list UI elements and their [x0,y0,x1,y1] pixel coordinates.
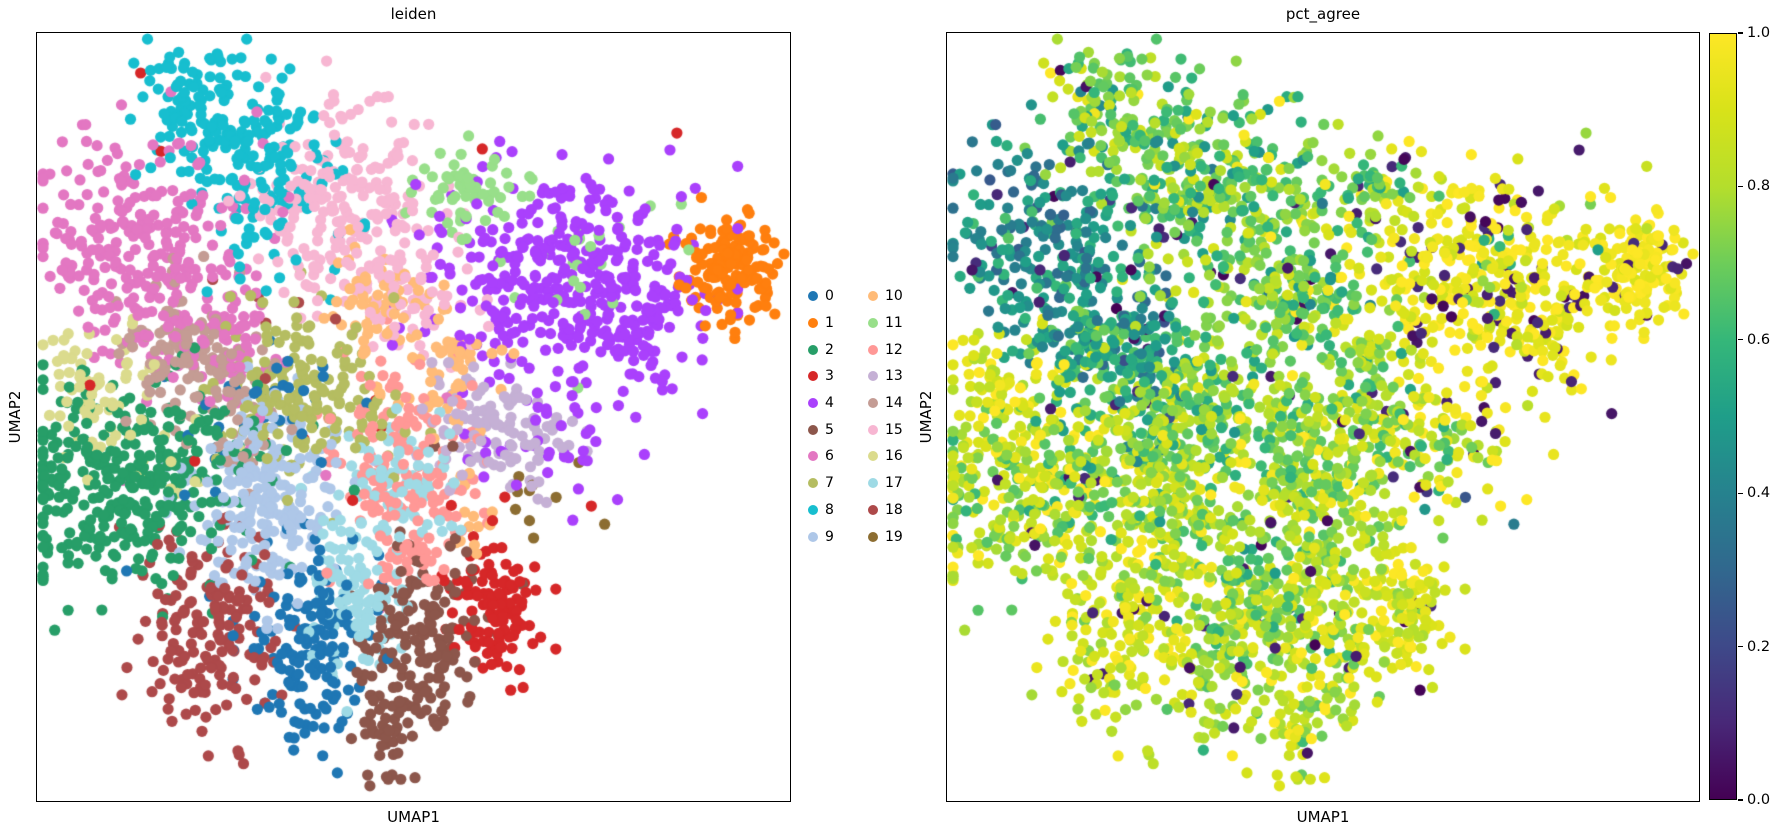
legend-dot-icon [868,424,878,435]
legend-dot-icon [868,398,878,409]
legend-entry-15: 15 [868,416,920,443]
legend-entry-18: 18 [868,497,920,524]
legend-entry-6: 6 [808,443,860,470]
leiden-plot-area [36,32,791,802]
legend-dot-icon [868,318,878,329]
pct-agree-panel-title: pct_agree [1285,5,1361,23]
legend-dot-icon [868,344,878,355]
legend-dot-icon [868,531,878,542]
legend-entry-12: 12 [868,336,920,363]
colorbar-tickmark [1738,799,1743,801]
pct-agree-colorbar: 1.0 0.8 0.6 0.4 0.2 0.0 [1709,25,1785,808]
leiden-scatter-canvas [37,33,790,801]
legend-dot-icon [808,398,818,409]
legend-entry-5: 5 [808,416,860,443]
colorbar-ticklabel: 0.8 [1747,178,1771,195]
legend-label: 15 [885,421,903,438]
legend-label: 0 [825,288,834,305]
legend-label: 9 [825,528,834,545]
legend-entry-1: 1 [808,310,860,337]
colorbar-tickmark [1738,339,1743,341]
legend-dot-icon [868,451,878,462]
leiden-xaxis-label: UMAP1 [387,808,440,826]
legend-dot-icon [868,504,878,515]
colorbar-ticklabel: 0.6 [1747,331,1771,348]
colorbar-tickmark [1738,185,1743,188]
colorbar-tickmark [1738,492,1743,494]
colorbar-ticklabel: 1.0 [1747,25,1771,41]
legend-dot-icon [808,451,818,462]
legend-label: 14 [885,395,903,412]
legend-entry-17: 17 [868,470,920,497]
leiden-yaxis-label: UMAP2 [6,390,24,444]
legend-entry-13: 13 [868,363,920,390]
legend-dot-icon [868,478,878,489]
legend-label: 5 [825,421,834,438]
leiden-panel-title: leiden [390,5,437,23]
pct-agree-scatter-canvas [947,33,1699,801]
legend-entry-4: 4 [808,390,860,417]
legend-entry-14: 14 [868,390,920,417]
legend-label: 18 [885,501,903,518]
legend-entry-3: 3 [808,363,860,390]
legend-entry-0: 0 [808,283,860,310]
legend-column: 0 1 2 3 4 5 6 7 8 9 [808,283,860,550]
colorbar-ticklabel: 0.2 [1747,638,1771,655]
legend-label: 6 [825,448,834,465]
legend-entry-11: 11 [868,310,920,337]
legend-label: 16 [885,448,903,465]
legend-entry-8: 8 [808,497,860,524]
legend-column: 10 11 12 13 14 15 16 17 18 19 [868,283,920,550]
legend-label: 12 [885,341,903,358]
colorbar-tickmark [1738,32,1743,34]
legend-label: 7 [825,475,834,492]
colorbar-ticklabel: 0.4 [1747,485,1771,502]
colorbar-gradient [1709,33,1737,800]
legend-entry-7: 7 [808,470,860,497]
pct-agree-xaxis-label: UMAP1 [1296,808,1350,826]
colorbar-tickmark [1738,645,1743,648]
legend-label: 13 [885,368,903,385]
legend-entry-16: 16 [868,443,920,470]
legend-dot-icon [808,531,818,542]
legend-entry-19: 19 [868,523,920,550]
legend-label: 4 [825,395,834,412]
legend-dot-icon [808,291,818,302]
legend-label: 11 [885,315,903,332]
legend-dot-icon [808,318,818,329]
legend-label: 3 [825,368,834,385]
legend-label: 2 [825,341,834,358]
legend-label: 17 [885,475,903,492]
legend-entry-2: 2 [808,336,860,363]
legend-label: 10 [885,288,903,305]
legend-label: 19 [885,528,903,545]
legend-dot-icon [808,424,818,435]
leiden-cluster-legend: 0 1 2 3 4 5 6 7 8 9 10 11 12 13 14 15 16 17 18 19 [808,283,920,550]
legend-dot-icon [868,291,878,302]
legend-dot-icon [808,344,818,355]
legend-dot-icon [868,371,878,382]
legend-label: 1 [825,315,834,332]
pct-agree-plot-area [946,32,1700,802]
legend-entry-9: 9 [808,523,860,550]
legend-dot-icon [808,478,818,489]
colorbar-ticklabel: 0.0 [1747,792,1771,808]
legend-dot-icon [808,504,818,515]
legend-entry-10: 10 [868,283,920,310]
legend-dot-icon [808,371,818,382]
legend-label: 8 [825,501,834,518]
